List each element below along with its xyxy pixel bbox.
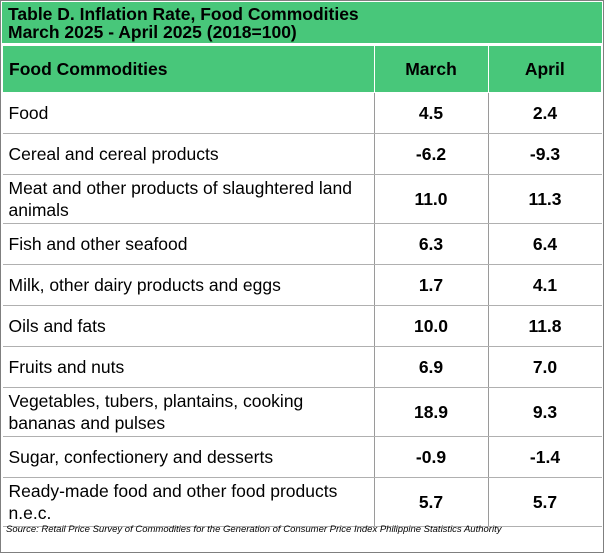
row-april-value: 5.7 <box>488 477 602 527</box>
row-commodity: Meat and other products of slaughtered l… <box>2 174 375 224</box>
row-march-value: -0.9 <box>374 436 489 478</box>
row-commodity: Oils and fats <box>2 305 375 347</box>
row-commodity: Ready-made food and other food products … <box>2 477 375 527</box>
table-row: Milk, other dairy products and eggs 1.7 … <box>2 264 602 306</box>
header-march: March <box>373 45 489 93</box>
table-row: Cereal and cereal products -6.2 -9.3 <box>2 133 602 175</box>
row-april-value: -1.4 <box>488 436 602 478</box>
table-title: Table D. Inflation Rate, Food Commoditie… <box>8 4 359 24</box>
table-row: Vegetables, tubers, plantains, cooking b… <box>2 387 602 437</box>
table-subtitle: March 2025 - April 2025 (2018=100) <box>8 22 297 42</box>
row-april-value: 6.4 <box>488 223 602 265</box>
table-row: Sugar, confectionery and desserts -0.9 -… <box>2 436 602 478</box>
row-march-value: 18.9 <box>374 387 489 437</box>
row-commodity: Fish and other seafood <box>2 223 375 265</box>
row-commodity: Fruits and nuts <box>2 346 375 388</box>
row-march-value: 11.0 <box>374 174 489 224</box>
row-april-value: 2.4 <box>488 92 602 134</box>
table-row: Fish and other seafood 6.3 6.4 <box>2 223 602 265</box>
row-april-value: 4.1 <box>488 264 602 306</box>
table-row: Fruits and nuts 6.9 7.0 <box>2 346 602 388</box>
row-march-value: -6.2 <box>374 133 489 175</box>
row-commodity: Vegetables, tubers, plantains, cooking b… <box>2 387 375 437</box>
row-march-value: 10.0 <box>374 305 489 347</box>
header-row: Food Commodities March April <box>2 45 602 93</box>
row-april-value: 11.3 <box>488 174 602 224</box>
header-april: April <box>487 45 602 93</box>
row-april-value: 7.0 <box>488 346 602 388</box>
row-april-value: -9.3 <box>488 133 602 175</box>
row-march-value: 6.3 <box>374 223 489 265</box>
row-commodity: Food <box>2 92 375 134</box>
source-note: Source: Retail Price Survey of Commoditi… <box>6 524 502 535</box>
row-april-value: 9.3 <box>488 387 602 437</box>
row-commodity: Cereal and cereal products <box>2 133 375 175</box>
row-commodity: Sugar, confectionery and desserts <box>2 436 375 478</box>
row-march-value: 6.9 <box>374 346 489 388</box>
row-march-value: 5.7 <box>374 477 489 527</box>
table-row: Meat and other products of slaughtered l… <box>2 174 602 224</box>
table-row: Ready-made food and other food products … <box>2 477 602 527</box>
row-march-value: 4.5 <box>374 92 489 134</box>
row-april-value: 11.8 <box>488 305 602 347</box>
table-title-band: Table D. Inflation Rate, Food Commoditie… <box>2 2 602 44</box>
table-row: Food 4.5 2.4 <box>2 92 602 134</box>
table-row: Oils and fats 10.0 11.8 <box>2 305 602 347</box>
row-march-value: 1.7 <box>374 264 489 306</box>
row-commodity: Milk, other dairy products and eggs <box>2 264 375 306</box>
inflation-table: Food Commodities March April Food 4.5 2.… <box>2 45 602 527</box>
header-commodity: Food Commodities <box>2 45 375 93</box>
